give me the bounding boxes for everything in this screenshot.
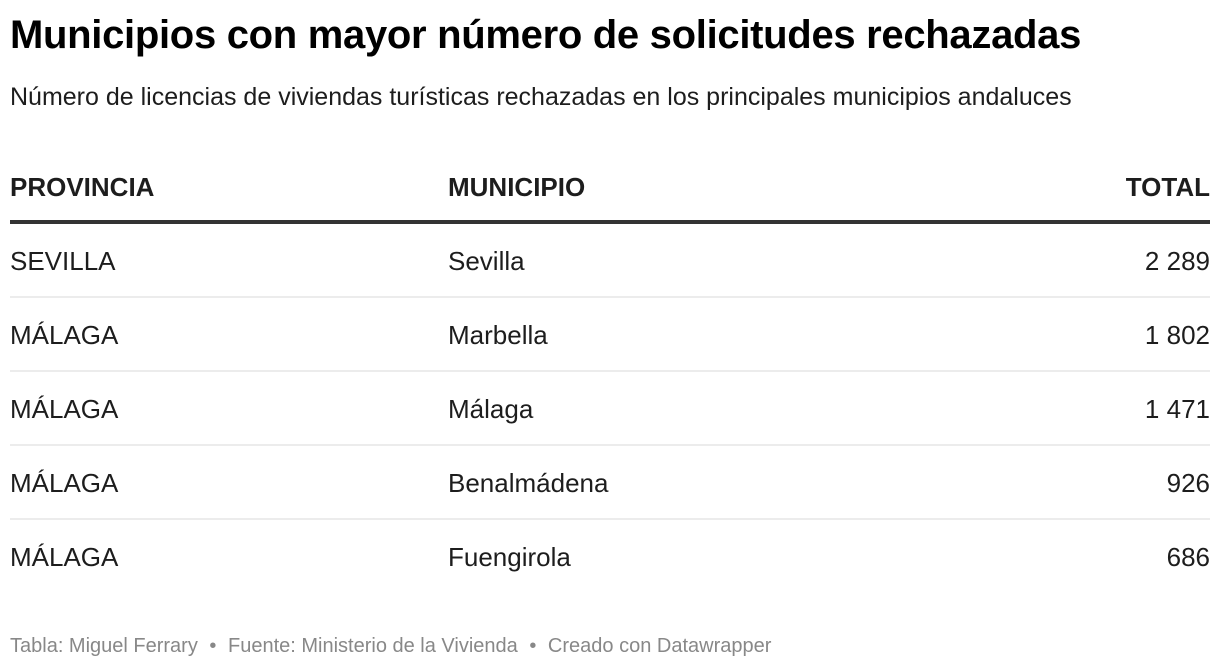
cell-total: 2 289 bbox=[1144, 246, 1210, 276]
chart-footer: Tabla: Miguel Ferrary • Fuente: Minister… bbox=[10, 632, 771, 660]
source-text: Fuente: Ministerio de la Vivienda bbox=[227, 635, 518, 657]
datawrapper-link[interactable]: Creado con Datawrapper bbox=[547, 635, 772, 657]
bullet-separator: • bbox=[209, 635, 217, 657]
table-row: MÁLAGA Benalmádena 926 bbox=[10, 446, 1210, 520]
data-table: PROVINCIA MUNICIPIO TOTAL SEVILLA Sevill… bbox=[10, 160, 1210, 594]
cell-provincia: MÁLAGA bbox=[10, 394, 119, 424]
table-row: SEVILLA Sevilla 2 289 bbox=[10, 224, 1210, 298]
column-header-total[interactable]: TOTAL bbox=[1125, 172, 1210, 202]
cell-total: 686 bbox=[1166, 542, 1210, 572]
cell-provincia: MÁLAGA bbox=[10, 468, 119, 498]
cell-total: 1 802 bbox=[1144, 320, 1210, 350]
cell-municipio: Benalmádena bbox=[448, 468, 609, 498]
table-row: MÁLAGA Fuengirola 686 bbox=[10, 520, 1210, 594]
table-row: MÁLAGA Marbella 1 802 bbox=[10, 298, 1210, 372]
cell-provincia: MÁLAGA bbox=[10, 320, 119, 350]
chart-title: Municipios con mayor número de solicitud… bbox=[10, 13, 1082, 57]
column-header-provincia[interactable]: PROVINCIA bbox=[10, 172, 155, 202]
column-header-municipio[interactable]: MUNICIPIO bbox=[448, 172, 586, 202]
cell-provincia: SEVILLA bbox=[10, 246, 116, 276]
bullet-separator: • bbox=[529, 635, 537, 657]
cell-municipio: Marbella bbox=[448, 320, 548, 350]
chart-subtitle: Número de licencias de viviendas turísti… bbox=[10, 83, 1072, 111]
cell-total: 926 bbox=[1166, 468, 1210, 498]
table-row: MÁLAGA Málaga 1 471 bbox=[10, 372, 1210, 446]
cell-municipio: Fuengirola bbox=[448, 542, 571, 572]
cell-municipio: Málaga bbox=[448, 394, 534, 424]
credit-text: Tabla: Miguel Ferrary bbox=[10, 635, 198, 657]
cell-total: 1 471 bbox=[1144, 394, 1210, 424]
cell-municipio: Sevilla bbox=[448, 246, 525, 276]
cell-provincia: MÁLAGA bbox=[10, 542, 119, 572]
table-header: PROVINCIA MUNICIPIO TOTAL bbox=[10, 160, 1210, 224]
